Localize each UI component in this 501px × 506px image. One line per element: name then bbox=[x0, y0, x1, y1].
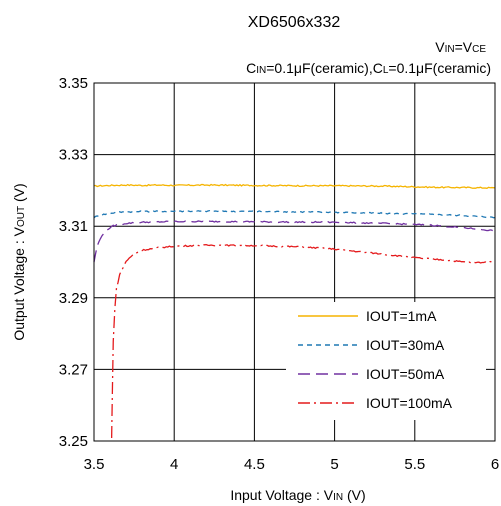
y-tick-label: 3.31 bbox=[59, 218, 88, 235]
series-line-4 bbox=[110, 243, 496, 439]
plot-frame bbox=[93, 82, 496, 442]
x-axis-label: Input Voltage : VIN (V) bbox=[230, 487, 365, 503]
y-tick-label: 3.35 bbox=[59, 75, 88, 92]
x-tick-labels: 3.5 4 4.5 5 5.5 6 bbox=[84, 456, 500, 473]
series-line-1 bbox=[93, 183, 496, 189]
x-tick-label: 6 bbox=[491, 456, 499, 473]
chart-subtitle-2: CIN=0.1μF(ceramic),CL=0.1μF(ceramic) bbox=[246, 60, 491, 76]
legend-label: IOUT=50mA bbox=[366, 366, 445, 382]
series-group bbox=[93, 183, 496, 439]
x-tick-label: 3.5 bbox=[84, 456, 105, 473]
legend: IOUT=1mA IOUT=30mA IOUT=50mA IOUT=100mA bbox=[286, 302, 486, 420]
grid-lines bbox=[93, 82, 496, 442]
y-tick-label: 3.27 bbox=[59, 361, 88, 378]
series-line-3 bbox=[93, 220, 496, 263]
x-tick-label: 5 bbox=[330, 456, 338, 473]
legend-label: IOUT=30mA bbox=[366, 337, 445, 353]
legend-label: IOUT=100mA bbox=[366, 395, 453, 411]
chart-title: XD6506x332 bbox=[248, 14, 341, 31]
x-tick-label: 4.5 bbox=[244, 456, 265, 473]
y-tick-label: 3.29 bbox=[59, 290, 88, 307]
x-tick-label: 5.5 bbox=[404, 456, 425, 473]
legend-box bbox=[286, 302, 486, 420]
y-tick-label: 3.25 bbox=[59, 433, 88, 450]
y-tick-labels: 3.25 3.27 3.29 3.31 3.33 3.35 bbox=[59, 75, 88, 450]
y-tick-label: 3.33 bbox=[59, 147, 88, 164]
y-axis-label: Output Voltage : VOUT (V) bbox=[11, 183, 27, 340]
series-line-2 bbox=[93, 209, 496, 219]
chart-subtitle-1: VIN=VCE bbox=[435, 39, 486, 55]
legend-label: IOUT=1mA bbox=[366, 308, 437, 324]
x-tick-label: 4 bbox=[170, 456, 178, 473]
